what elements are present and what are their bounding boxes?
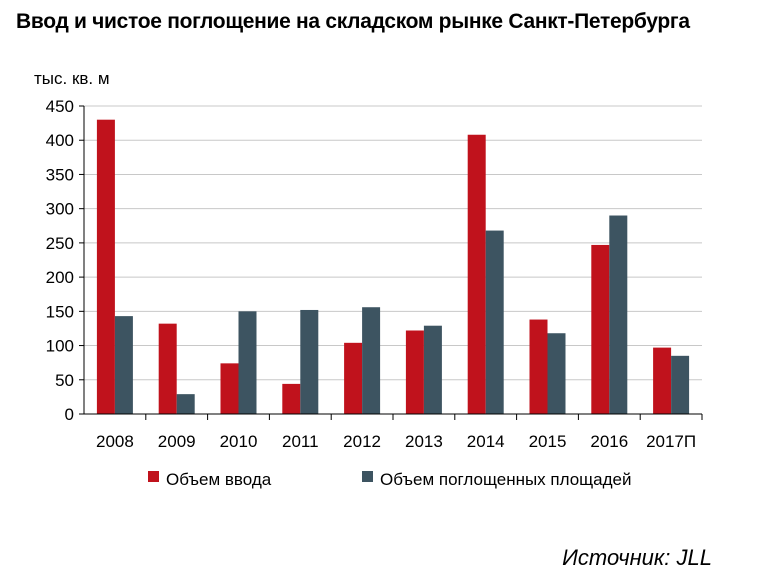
axes bbox=[79, 105, 703, 420]
y-tick-label: 0 bbox=[65, 405, 74, 424]
y-tick-label: 450 bbox=[46, 97, 74, 116]
y-tick-label: 350 bbox=[46, 165, 74, 184]
x-tick-label: 2016 bbox=[590, 432, 628, 451]
x-tick-label: 2011 bbox=[282, 432, 319, 451]
x-tick-label: 2009 bbox=[158, 432, 196, 451]
bar-absorption-2010 bbox=[238, 311, 257, 414]
bar-input-2009 bbox=[158, 323, 177, 414]
bar-input-2016 bbox=[591, 244, 610, 414]
x-tick-label: 2015 bbox=[529, 432, 567, 451]
bar-input-2010 bbox=[220, 363, 239, 414]
bar-input-2015 bbox=[529, 319, 548, 414]
bar-absorption-2013 bbox=[423, 325, 442, 414]
bar-absorption-2008 bbox=[114, 316, 133, 414]
y-tick-label: 400 bbox=[46, 131, 74, 150]
x-tick-label: 2017П bbox=[646, 432, 696, 451]
bar-absorption-2011 bbox=[300, 309, 319, 414]
x-tick-label: 2012 bbox=[343, 432, 381, 451]
y-axis-label: тыс. кв. м bbox=[34, 69, 110, 88]
bars bbox=[96, 119, 690, 414]
bar-input-2011 bbox=[282, 383, 301, 414]
y-tick-label: 200 bbox=[46, 268, 74, 287]
chart-title: Ввод и чистое поглощение на складском ры… bbox=[16, 10, 690, 33]
legend: Объем ввода Объем поглощенных площадей bbox=[148, 470, 632, 489]
bar-absorption-2009 bbox=[176, 394, 195, 414]
source-note: Источник: JLL bbox=[562, 545, 712, 570]
bar-input-2013 bbox=[405, 330, 424, 414]
y-tick-label: 150 bbox=[46, 302, 74, 321]
bar-input-2012 bbox=[344, 342, 363, 414]
x-tick-label: 2010 bbox=[220, 432, 258, 451]
bar-absorption-2016 bbox=[609, 215, 628, 414]
bar-absorption-2012 bbox=[362, 307, 381, 414]
y-tick-label: 300 bbox=[46, 200, 74, 219]
y-tick-label: 50 bbox=[55, 371, 74, 390]
bar-absorption-2015 bbox=[547, 333, 566, 414]
legend-swatch bbox=[362, 471, 373, 482]
legend-label: Объем ввода bbox=[166, 470, 272, 489]
bar-input-2008 bbox=[96, 119, 115, 414]
y-tick-labels: 0 50 100 150 200 250 300 350 400 450 bbox=[46, 97, 74, 424]
bar-input-2017П bbox=[653, 347, 672, 414]
y-tick-label: 100 bbox=[46, 337, 74, 356]
x-tick-label: 2014 bbox=[467, 432, 505, 451]
bar-absorption-2014 bbox=[485, 230, 504, 414]
y-tick-label: 250 bbox=[46, 234, 74, 253]
bar-absorption-2017П bbox=[671, 355, 690, 414]
x-tick-labels: 2008 2009 2010 2011 2012 2013 2014 2015 2016 2017… bbox=[96, 432, 696, 451]
x-tick-label: 2013 bbox=[405, 432, 443, 451]
x-tick-label: 2008 bbox=[96, 432, 134, 451]
legend-swatch bbox=[148, 471, 159, 482]
legend-label: Объем поглощенных площадей bbox=[380, 470, 632, 489]
bar-input-2014 bbox=[467, 134, 486, 414]
